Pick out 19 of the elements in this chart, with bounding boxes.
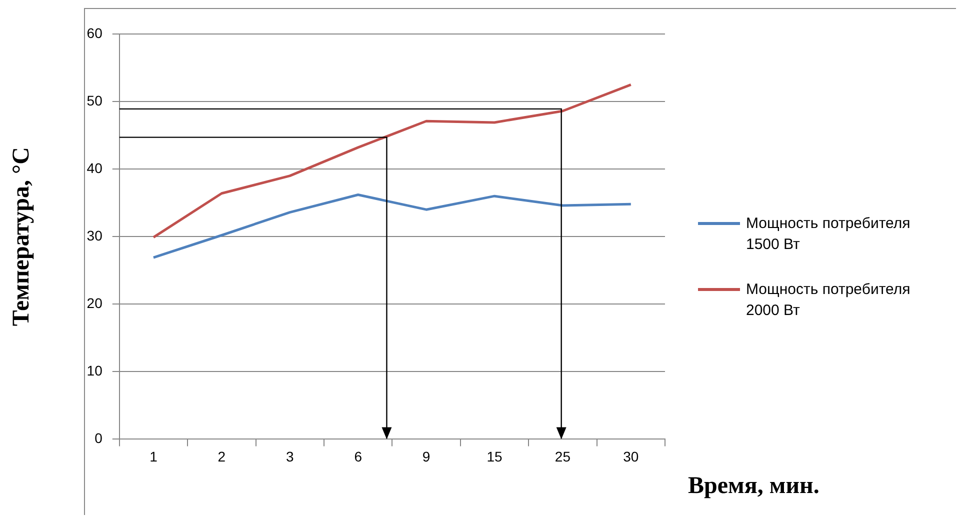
x-tick-label: 9 [422,448,430,464]
y-tick-label: 30 [86,227,103,244]
y-tick-label: 20 [86,294,103,311]
y-tick-label: 0 [94,430,103,446]
x-axis-title: Время, мин. [688,473,820,500]
x-tick-label: 1 [150,448,158,464]
y-tick-label: 60 [86,24,103,41]
legend-label: Мощность потребителя 2000 Вт [746,280,912,321]
legend-label: Мощность потребителя 1500 Вт [746,214,912,255]
x-tick-label: 6 [354,448,362,464]
x-tick-label: 3 [286,448,294,464]
x-tick-label: 15 [486,448,502,464]
y-tick-label: 40 [86,160,103,176]
x-tick-label: 30 [623,448,639,464]
y-tick-label: 50 [86,92,103,108]
y-tick-label: 10 [86,362,103,379]
x-tick-label: 25 [554,448,571,464]
x-tick-label: 2 [218,448,226,464]
y-axis-title: Температура, °C [8,147,35,326]
